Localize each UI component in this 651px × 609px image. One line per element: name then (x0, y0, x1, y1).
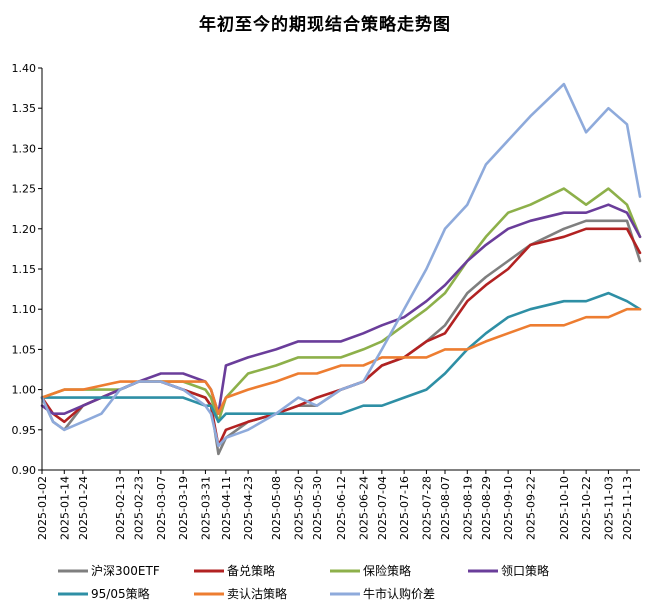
y-tick-label: 1.20 (12, 223, 37, 236)
x-tick-label: 2025-01-24 (77, 476, 90, 540)
x-tick-label: 2025-03-31 (199, 476, 212, 540)
x-tick-label: 2025-08-29 (480, 476, 493, 540)
x-tick-label: 2025-05-30 (311, 476, 324, 540)
y-tick-label: 0.95 (12, 424, 37, 437)
x-tick-label: 2025-05-20 (292, 476, 305, 540)
legend-label-2: 保险策略 (363, 563, 411, 578)
legend-label-5: 卖认沽策略 (227, 586, 287, 601)
legend-label-6: 牛市认购价差 (363, 586, 435, 601)
x-tick-label: 2025-04-11 (220, 476, 233, 540)
legend-label-0: 沪深300ETF (91, 564, 160, 578)
y-tick-label: 1.35 (12, 102, 37, 115)
x-tick-label: 2025-06-24 (357, 476, 370, 540)
legend-label-1: 备兑策略 (227, 563, 275, 578)
x-tick-label: 2025-01-14 (58, 476, 71, 540)
y-tick-label: 1.10 (12, 303, 37, 316)
x-tick-label: 2025-09-10 (502, 476, 515, 540)
x-tick-label: 2025-07-04 (376, 476, 389, 540)
y-tick-label: 1.25 (12, 183, 37, 196)
y-tick-label: 1.00 (12, 384, 37, 397)
y-tick-label: 1.05 (12, 343, 37, 356)
x-tick-label: 2025-08-07 (439, 476, 452, 540)
y-tick-label: 1.40 (12, 62, 37, 75)
x-tick-label: 2025-06-12 (335, 476, 348, 540)
series-line-0 (40, 219, 642, 456)
x-tick-label: 2025-01-02 (36, 476, 49, 540)
y-tick-label: 1.15 (12, 263, 37, 276)
y-tick-label: 0.90 (12, 464, 37, 477)
legend-label-3: 领口策略 (501, 563, 549, 578)
x-tick-label: 2025-02-23 (133, 476, 146, 540)
x-tick-label: 2025-07-16 (398, 476, 411, 540)
series-line-6 (40, 82, 642, 448)
x-tick-label: 2025-07-28 (420, 476, 433, 540)
x-tick-label: 2025-11-13 (621, 476, 634, 540)
x-tick-label: 2025-08-19 (461, 476, 474, 540)
x-tick-label: 2025-03-19 (177, 476, 190, 540)
x-tick-label: 2025-10-22 (580, 476, 593, 540)
x-tick-label: 2025-03-07 (155, 476, 168, 540)
x-tick-label: 2025-02-13 (114, 476, 127, 540)
x-tick-label: 2025-04-23 (242, 476, 255, 540)
y-tick-label: 1.30 (12, 142, 37, 155)
x-tick-label: 2025-11-03 (602, 476, 615, 540)
x-tick-label: 2025-09-22 (524, 476, 537, 540)
x-tick-label: 2025-10-10 (558, 476, 571, 540)
chart-title: 年初至今的期现结合策略走势图 (199, 14, 451, 35)
legend-label-4: 95/05策略 (91, 586, 150, 601)
series-line-4 (40, 291, 642, 424)
x-tick-label: 2025-05-08 (270, 476, 283, 540)
